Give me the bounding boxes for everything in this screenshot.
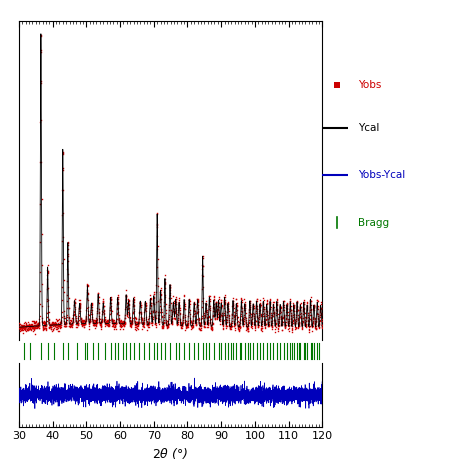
Text: Yobs-Ycal: Yobs-Ycal [358, 170, 405, 181]
Text: Ycal: Ycal [358, 123, 379, 133]
Text: Bragg: Bragg [358, 218, 389, 228]
Text: Yobs: Yobs [358, 80, 381, 91]
X-axis label: $2\theta$ (°): $2\theta$ (°) [153, 446, 189, 461]
